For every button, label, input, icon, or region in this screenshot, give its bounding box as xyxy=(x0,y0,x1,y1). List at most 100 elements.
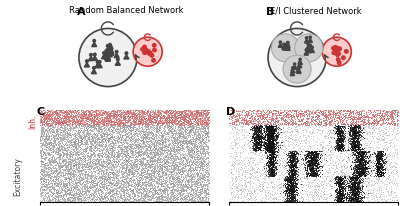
Point xyxy=(264,125,270,129)
Point xyxy=(116,111,122,114)
Point xyxy=(266,129,272,132)
Point xyxy=(305,109,311,112)
Point xyxy=(333,132,339,135)
Point xyxy=(86,175,93,178)
Point xyxy=(337,128,343,131)
Point xyxy=(63,153,70,157)
Point xyxy=(51,180,58,183)
Point xyxy=(76,198,82,201)
Point xyxy=(80,152,86,155)
Point xyxy=(352,149,358,152)
Point xyxy=(182,119,188,123)
Point xyxy=(187,118,194,121)
Point xyxy=(368,145,374,149)
Point xyxy=(112,195,118,199)
Point xyxy=(199,150,205,154)
Point xyxy=(291,185,298,188)
Point xyxy=(140,118,146,121)
Point xyxy=(188,124,195,127)
Point xyxy=(351,185,357,189)
Point xyxy=(353,187,359,190)
Point xyxy=(266,141,272,144)
Point xyxy=(254,145,260,149)
Point xyxy=(254,192,260,195)
Point xyxy=(91,182,97,185)
Point xyxy=(348,186,354,189)
Point xyxy=(183,128,189,131)
Point xyxy=(300,197,306,200)
Point xyxy=(295,177,302,180)
Point xyxy=(252,129,258,132)
Point xyxy=(362,165,368,168)
Point xyxy=(153,146,159,150)
Point xyxy=(118,115,124,118)
Point xyxy=(144,198,151,201)
Point xyxy=(157,161,163,164)
Point xyxy=(305,163,311,166)
Point xyxy=(62,190,68,193)
Point xyxy=(204,165,211,169)
Point xyxy=(40,180,47,183)
Point xyxy=(75,197,82,200)
Point xyxy=(391,113,398,116)
Point xyxy=(193,152,200,156)
Point xyxy=(160,176,166,179)
Point xyxy=(63,123,70,126)
Point xyxy=(122,147,128,150)
Point xyxy=(350,196,357,200)
Point xyxy=(103,130,109,133)
Point xyxy=(183,133,190,137)
Point xyxy=(124,131,131,134)
Point xyxy=(145,141,152,144)
Point xyxy=(288,183,294,187)
Point xyxy=(74,188,81,192)
Point xyxy=(202,120,208,123)
Point xyxy=(120,122,126,125)
Point xyxy=(58,136,64,139)
Point xyxy=(360,155,366,159)
Point xyxy=(58,110,64,113)
Point xyxy=(379,173,386,177)
Point xyxy=(47,124,54,127)
Point xyxy=(338,191,344,194)
Point xyxy=(268,126,274,129)
Point xyxy=(169,171,175,174)
Point xyxy=(101,133,108,136)
Point xyxy=(99,166,105,170)
Point xyxy=(104,136,110,139)
Point xyxy=(161,160,168,163)
Point xyxy=(118,116,124,119)
Point xyxy=(106,111,112,115)
Point xyxy=(353,145,359,149)
Point xyxy=(155,192,161,195)
Point xyxy=(205,109,212,112)
Point xyxy=(198,162,204,166)
Point xyxy=(100,137,107,140)
Point xyxy=(176,149,182,152)
Point xyxy=(186,125,192,128)
Point xyxy=(338,192,344,196)
Point xyxy=(309,160,315,163)
Point xyxy=(326,110,332,114)
Point xyxy=(63,125,69,129)
Point xyxy=(73,116,80,119)
Point xyxy=(140,170,146,173)
Point xyxy=(303,172,310,176)
Point xyxy=(351,174,357,177)
Point xyxy=(70,153,77,156)
Point xyxy=(394,119,400,122)
Point xyxy=(204,192,210,195)
Point xyxy=(292,154,298,157)
Point xyxy=(358,115,365,118)
Point xyxy=(360,153,367,156)
Point xyxy=(352,121,358,124)
Point xyxy=(41,156,47,160)
Point xyxy=(126,180,132,183)
Point xyxy=(103,123,110,126)
Point xyxy=(191,151,197,154)
Point xyxy=(144,121,150,125)
Point xyxy=(364,176,370,179)
Point xyxy=(133,142,140,145)
Point xyxy=(63,111,69,115)
Point xyxy=(283,197,290,200)
